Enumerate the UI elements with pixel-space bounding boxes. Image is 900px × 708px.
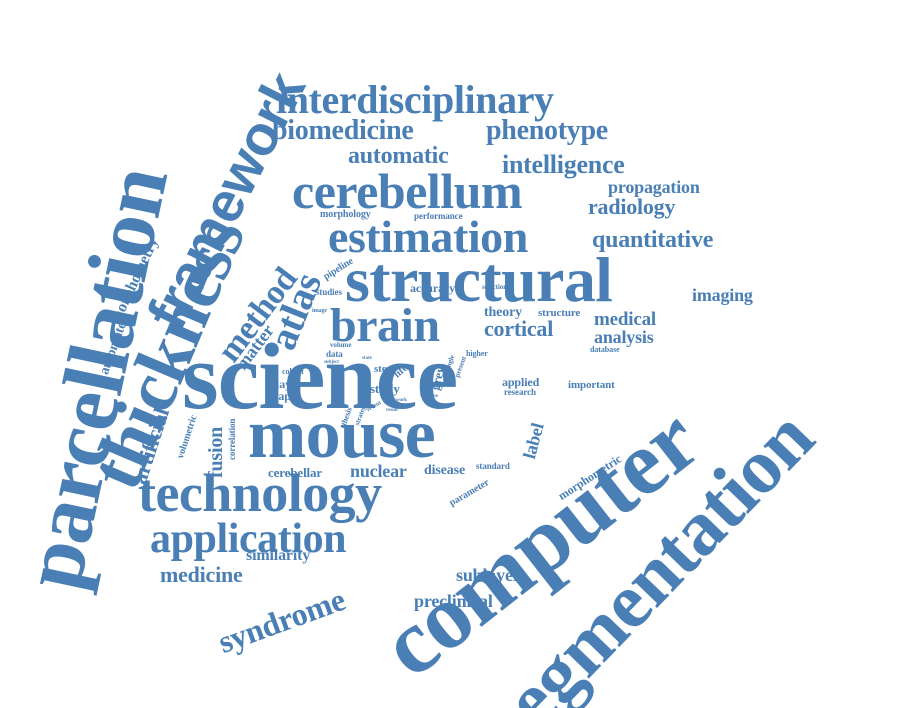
word-analysis: analysis: [594, 327, 654, 347]
word-mouse: mouse: [248, 396, 436, 473]
word-estimation: estimation: [328, 211, 528, 262]
word-volume: volume: [330, 341, 352, 349]
word-technology: technology: [138, 463, 382, 523]
word-work: work: [396, 398, 407, 403]
word-propagation: propagation: [608, 177, 700, 197]
word-structural: structural: [345, 244, 613, 315]
word-interdisciplinary: interdisciplinary: [276, 77, 554, 122]
word-brain: brain: [330, 299, 440, 352]
word-preclinical: preclinical: [414, 591, 493, 611]
word-nuclear: nuclear: [350, 461, 407, 481]
word-label: label: [519, 420, 548, 461]
word-similarity: similarity: [246, 547, 311, 564]
word-cerebellum: cerebellum: [292, 163, 523, 219]
word-database: database: [590, 345, 620, 354]
word-layer: layer: [276, 377, 302, 391]
word-radiology: radiology: [588, 194, 676, 219]
word-result: result: [386, 408, 398, 413]
word-quantitative: quantitative: [592, 227, 714, 253]
word-science: science: [182, 325, 458, 429]
word-morphology: morphology: [320, 209, 371, 220]
word-applied: applied: [502, 375, 540, 389]
word-selection: selection: [482, 283, 508, 291]
word-syndrome: syndrome: [213, 580, 350, 660]
word-research: research: [504, 387, 536, 397]
word-important: important: [568, 379, 615, 391]
word-staple: staple: [270, 389, 300, 403]
word-medical: medical: [594, 309, 656, 330]
word-automatic: automatic: [348, 143, 449, 169]
word-structure: structure: [538, 307, 581, 319]
word-medicine: medicine: [160, 562, 243, 587]
word-wildtype: wildtype: [420, 394, 438, 399]
word-biomedicine: biomedicine: [272, 115, 414, 146]
word-sublayer: sublayer: [456, 565, 521, 585]
word-theory: theory: [484, 305, 523, 320]
word-image: image: [312, 308, 328, 314]
word-data: data: [326, 349, 343, 359]
word-phenotype: phenotype: [486, 115, 608, 146]
word-cortical: cortical: [484, 316, 554, 341]
word-studies: studies: [316, 287, 342, 297]
word-parameter: parameter: [447, 477, 492, 509]
word-accuracy: accuracy: [410, 281, 456, 295]
word-cerebellar: cerebellar: [268, 465, 323, 480]
word-performance: performance: [414, 211, 463, 221]
word-intelligence: intelligence: [502, 150, 625, 179]
word-higher: higher: [466, 349, 488, 358]
word-application: application: [150, 516, 347, 562]
word-state: state: [362, 356, 372, 361]
word-cohort: cohort: [282, 367, 304, 376]
word-standard: standard: [476, 461, 510, 471]
word-subject: subject: [324, 360, 339, 365]
word-step: step: [374, 363, 393, 375]
word-imaging: imaging: [692, 285, 753, 305]
word-study: study: [370, 381, 400, 396]
word-disease: disease: [424, 463, 466, 478]
